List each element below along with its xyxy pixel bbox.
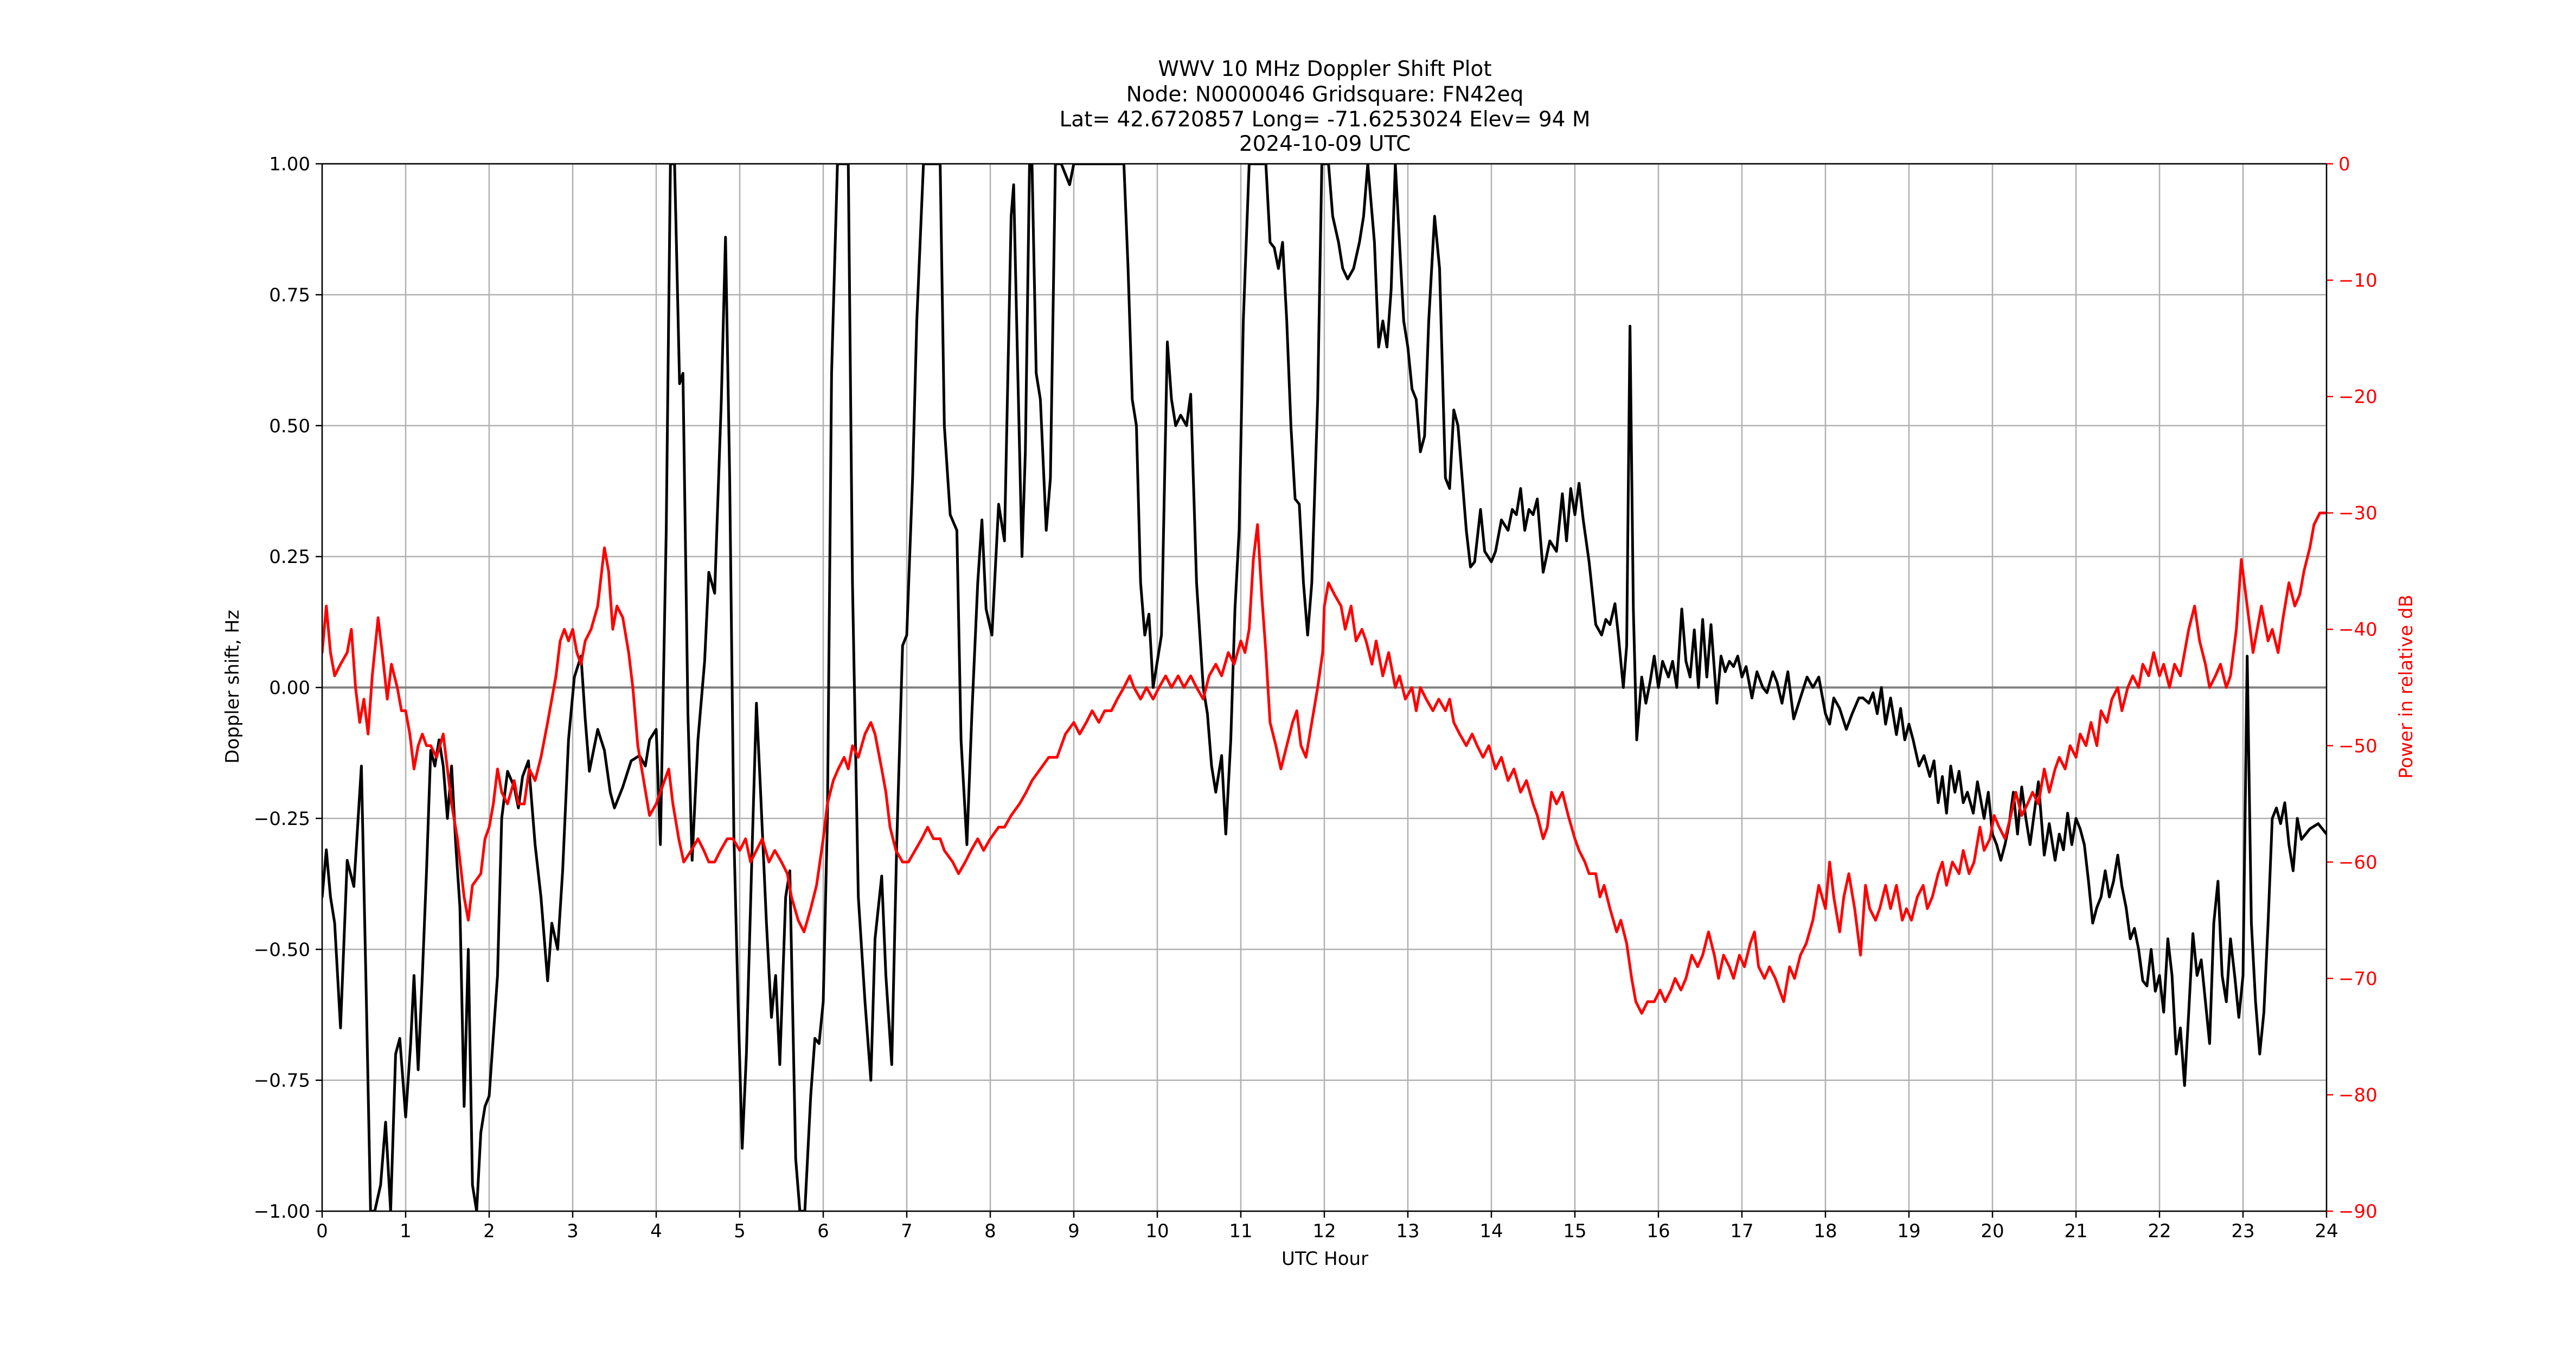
x-tick-label: 7 [901,1220,913,1242]
y-left-tick-label: 0.00 [269,677,310,699]
x-tick-label: 16 [1646,1220,1670,1242]
x-tick-label: 17 [1730,1220,1753,1242]
x-tick-label: 24 [2315,1220,2338,1242]
y-axis-right-label: Power in relative dB [2395,594,2417,778]
title-line-2: Node: N0000046 Gridsquare: FN42eq [1126,82,1524,107]
y-left-tick-label: 1.00 [269,153,310,175]
y-right-tick-label: −30 [2338,503,2378,525]
y-right-tick-label: −50 [2338,735,2378,757]
x-tick-label: 9 [1068,1220,1080,1242]
x-axis-label: UTC Hour [1281,1248,1368,1270]
y-right-tick-label: −20 [2338,386,2378,408]
y-right-tick-label: −10 [2338,270,2378,292]
y-right-tick-label: −90 [2338,1201,2378,1223]
x-tick-label: 18 [1814,1220,1837,1242]
y-right-tick-label: −60 [2338,852,2378,873]
x-tick-label: 19 [1897,1220,1920,1242]
x-tick-label: 10 [1145,1220,1169,1242]
y-left-tick-label: −0.75 [254,1070,310,1092]
axes: 0 1 2 3 4 5 6 7 8 9 10 11 12 13 14 15 16 17 18 19 20 21 22 23 24… [254,153,2378,1242]
x-tick-label: 20 [1981,1220,2004,1242]
x-tick-label: 14 [1479,1220,1503,1242]
x-tick-label: 8 [984,1220,996,1242]
title-line-4: 2024-10-09 UTC [1239,132,1411,156]
x-tick-label: 12 [1312,1220,1336,1242]
data-series [322,164,2327,1211]
title-line-1: WWV 10 MHz Doppler Shift Plot [1158,57,1491,81]
y-axis-left-label: Doppler shift, Hz [222,610,243,764]
x-tick-label: 4 [650,1220,662,1242]
x-tick-label: 6 [817,1220,829,1242]
power-series-line [322,511,2327,1015]
x-tick-label: 23 [2231,1220,2254,1242]
y-left-tick-label: −0.50 [254,939,310,961]
x-tick-label: 1 [400,1220,412,1242]
y-left-tick-label: 0.25 [269,546,310,568]
x-tick-label: 15 [1563,1220,1586,1242]
title-line-3: Lat= 42.6720857 Long= -71.6253024 Elev= … [1059,107,1590,132]
y-right-tick-label: −70 [2338,968,2378,990]
x-tick-label: 21 [2064,1220,2087,1242]
y-left-tick-label: 0.75 [269,284,310,306]
x-tick-label: 22 [2148,1220,2171,1242]
y-left-tick-label: −0.25 [254,808,310,830]
y-right-tick-label: −40 [2338,619,2378,641]
doppler-series-line [322,164,2327,1211]
x-tick-label: 2 [483,1220,495,1242]
x-tick-label: 0 [316,1220,328,1242]
x-tick-label: 13 [1396,1220,1419,1242]
x-tick-label: 5 [734,1220,746,1242]
x-tick-label: 3 [567,1220,579,1242]
y-left-tick-label: −1.00 [254,1201,310,1223]
y-right-tick-label: 0 [2338,153,2350,175]
y-left-tick-label: 0.50 [269,415,310,437]
x-tick-label: 11 [1229,1220,1252,1242]
y-right-tick-label: −80 [2338,1084,2378,1106]
